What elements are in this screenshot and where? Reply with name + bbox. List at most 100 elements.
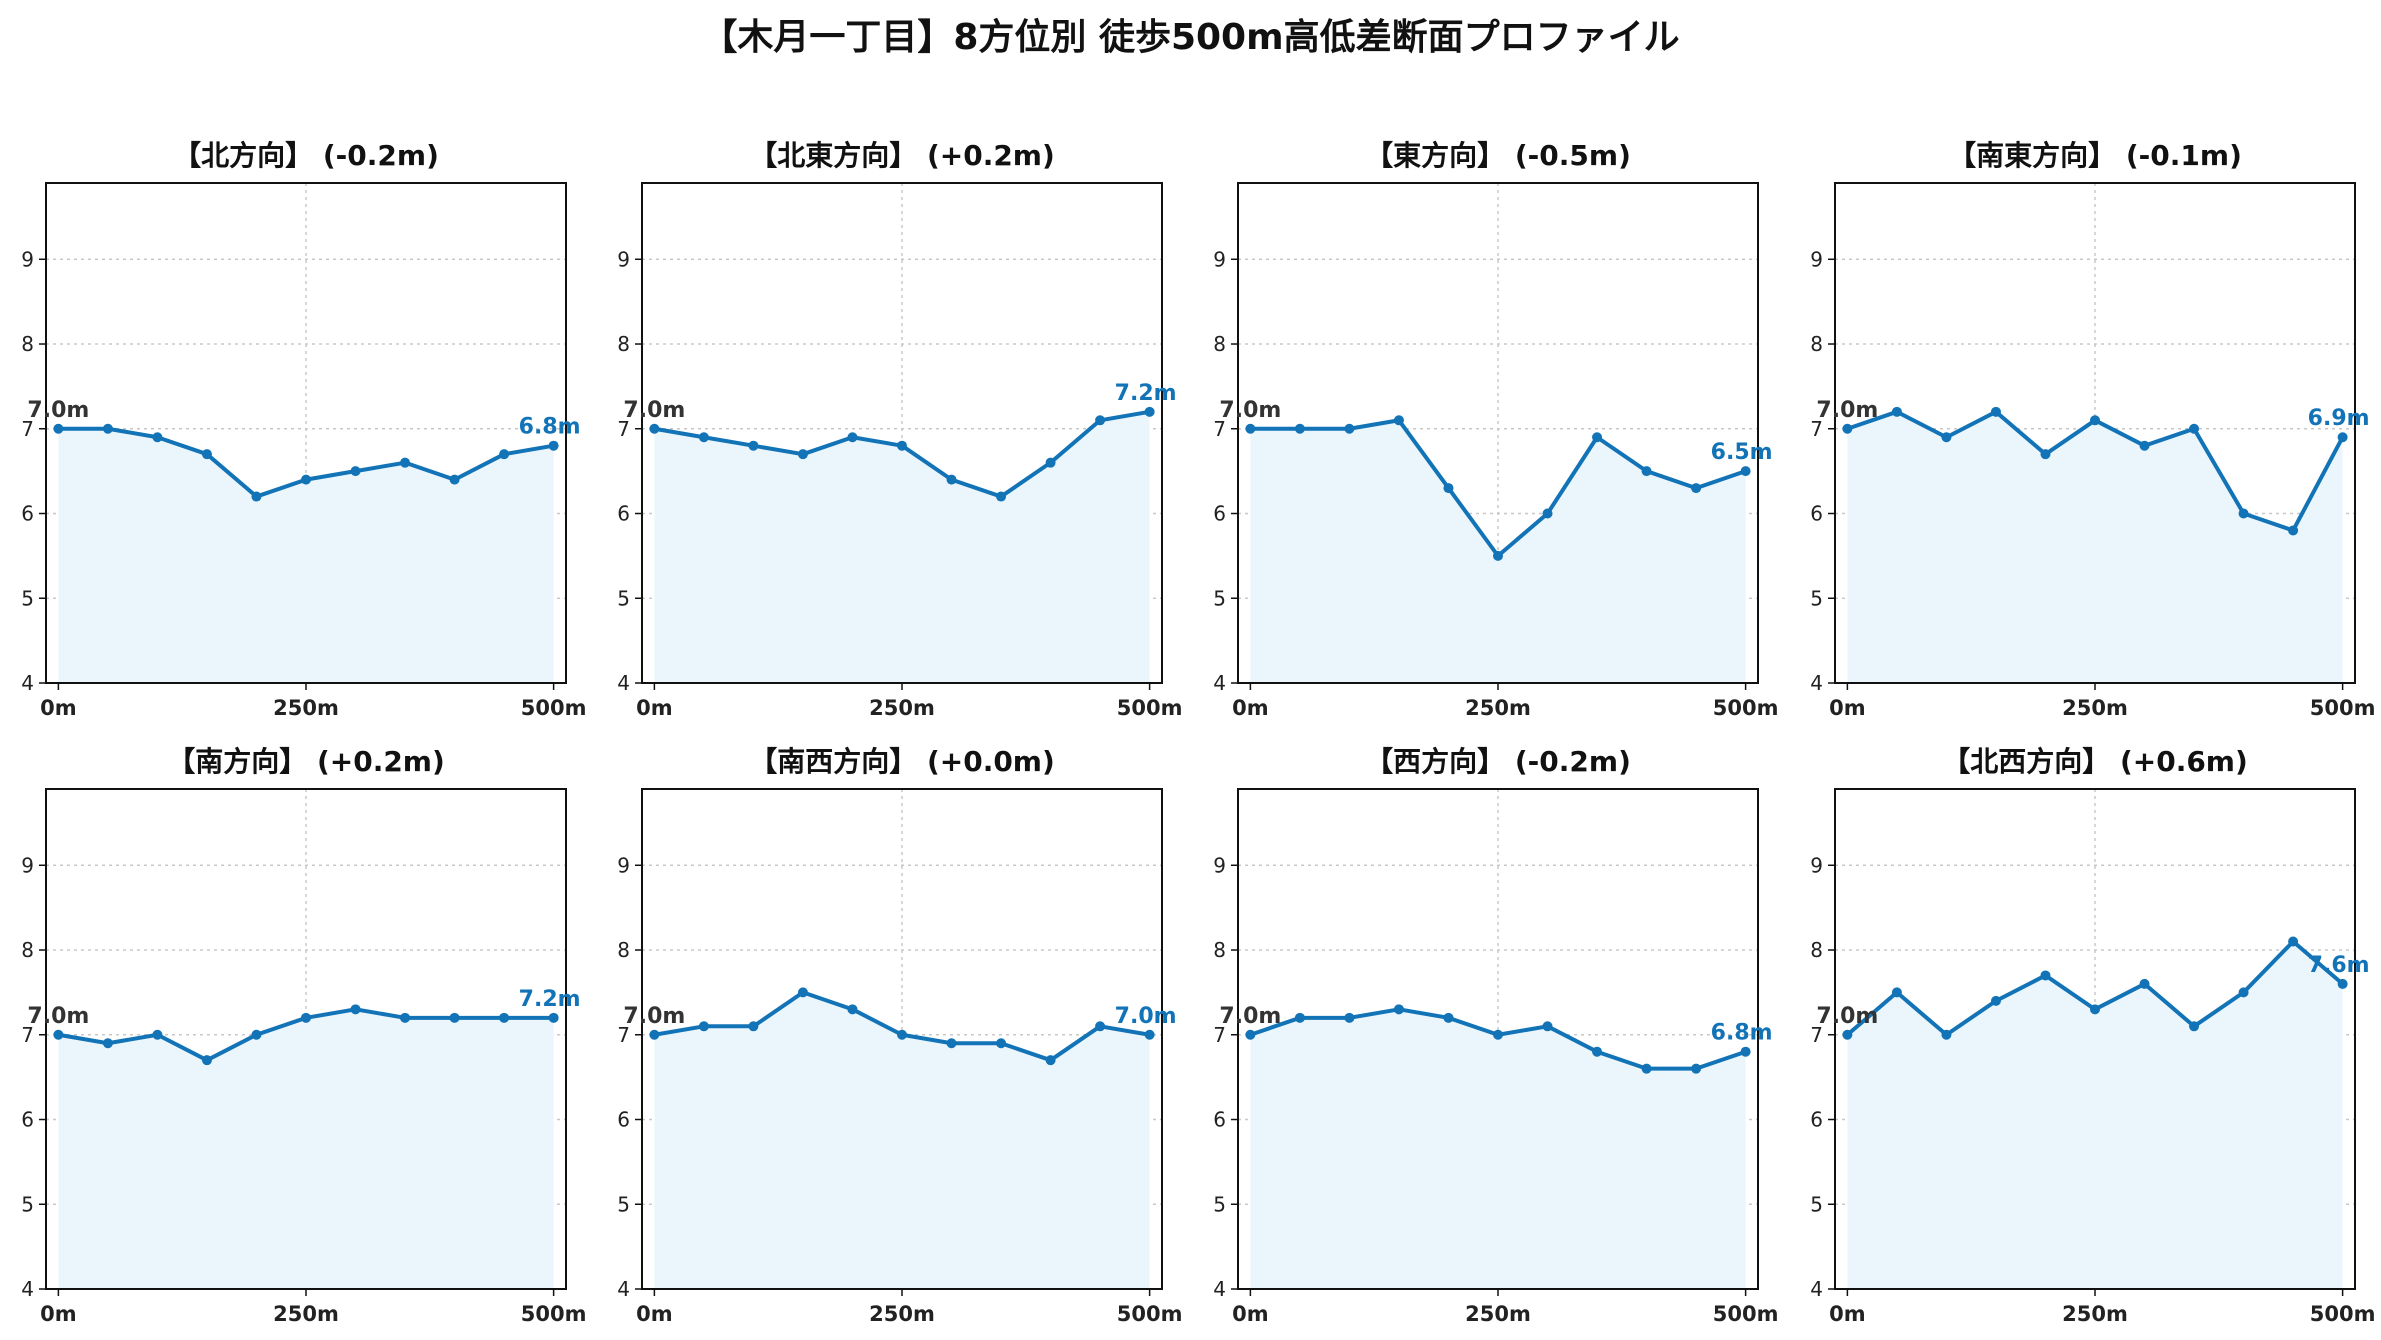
start-elevation-label: 7.0m: [1219, 398, 1281, 423]
profile-chart-8: 【北西方向】 (+0.6m) 4 5 6 7 8 9 0m 250m 500m 7.0m 7.6m: [1810, 745, 2375, 1326]
y-tick-label: 9: [617, 247, 630, 271]
x-tick-label: 0m: [1232, 696, 1269, 720]
elevation-point: [1245, 1029, 1256, 1040]
end-elevation-label: 7.2m: [519, 987, 581, 1012]
x-tick-label: 250m: [2062, 696, 2128, 720]
elevation-point: [251, 491, 262, 502]
panel-title: 【南東方向】 (-0.1m): [1948, 139, 2242, 172]
elevation-point: [2337, 432, 2348, 443]
panel-title: 【北方向】 (-0.2m): [173, 139, 439, 172]
elevation-point: [548, 1012, 559, 1023]
elevation-point: [499, 1012, 510, 1023]
x-tick-label: 0m: [1232, 1302, 1269, 1326]
panel-title: 【南西方向】 (+0.0m): [749, 745, 1055, 778]
y-tick-label: 5: [617, 586, 630, 610]
x-tick-label: 250m: [273, 1302, 339, 1326]
y-tick-label: 6: [1810, 1108, 1823, 1132]
elevation-area: [1847, 941, 2343, 1289]
elevation-point: [1990, 406, 2001, 417]
elevation-point: [1691, 1063, 1702, 1074]
x-tick-label: 0m: [1829, 1302, 1866, 1326]
y-tick-label: 9: [21, 853, 34, 877]
end-elevation-label: 6.9m: [2308, 406, 2370, 431]
profile-chart-3: 【東方向】 (-0.5m) 4 5 6 7 8 9 0m 250m 500m 7.0m 6.5m: [1213, 139, 1778, 720]
panel-title: 【南方向】 (+0.2m): [167, 745, 445, 778]
elevation-area: [654, 411, 1150, 683]
elevation-point: [1740, 1046, 1751, 1057]
elevation-point: [1990, 995, 2001, 1006]
elevation-point: [797, 449, 808, 460]
elevation-point: [301, 474, 311, 485]
y-tick-label: 4: [1810, 671, 1823, 695]
elevation-point: [53, 1029, 64, 1040]
elevation-point: [946, 1038, 957, 1049]
elevation-point: [2238, 987, 2249, 998]
y-tick-label: 7: [21, 1023, 34, 1047]
y-tick-label: 5: [21, 586, 34, 610]
elevation-point: [2139, 978, 2150, 989]
elevation-point: [996, 1038, 1007, 1049]
elevation-point: [1842, 1029, 1853, 1040]
elevation-point: [1393, 415, 1404, 426]
start-elevation-label: 7.0m: [1816, 1004, 1878, 1029]
elevation-point: [1891, 987, 1902, 998]
end-elevation-label: 6.8m: [1711, 1021, 1773, 1046]
y-tick-label: 7: [617, 417, 630, 441]
y-tick-label: 9: [1810, 853, 1823, 877]
profile-chart-1: 【北方向】 (-0.2m) 4 5 6 7 8 9 0m 250m 500m 7.0m 6.8m: [21, 139, 586, 720]
elevation-point: [1095, 1021, 1106, 1032]
profile-chart-4: 【南東方向】 (-0.1m) 4 5 6 7 8 9 0m 250m 500m 7.0m 6.9m: [1810, 139, 2375, 720]
y-tick-label: 9: [21, 247, 34, 271]
y-tick-label: 8: [617, 938, 630, 962]
elevation-point: [201, 449, 212, 460]
x-tick-label: 250m: [1465, 1302, 1531, 1326]
elevation-point: [400, 457, 411, 468]
y-tick-label: 4: [617, 1277, 630, 1301]
y-tick-label: 6: [21, 502, 34, 526]
y-tick-label: 7: [1810, 417, 1823, 441]
elevation-point: [1740, 466, 1751, 477]
y-tick-label: 8: [1810, 938, 1823, 962]
y-tick-label: 6: [617, 502, 630, 526]
elevation-point: [748, 440, 759, 451]
x-tick-label: 500m: [521, 696, 587, 720]
start-elevation-label: 7.0m: [623, 1004, 685, 1029]
start-elevation-label: 7.0m: [1219, 1004, 1281, 1029]
elevation-point: [1144, 1029, 1155, 1040]
x-tick-label: 250m: [869, 696, 935, 720]
panel-title: 【北西方向】 (+0.6m): [1942, 745, 2248, 778]
x-tick-label: 0m: [636, 1302, 673, 1326]
elevation-point: [102, 423, 113, 434]
elevation-point: [2288, 525, 2299, 536]
elevation-point: [1941, 432, 1952, 443]
elevation-area: [654, 992, 1150, 1289]
elevation-point: [1842, 423, 1853, 434]
y-tick-label: 8: [617, 332, 630, 356]
elevation-point: [897, 1029, 907, 1040]
y-tick-label: 5: [1810, 586, 1823, 610]
elevation-point: [152, 1029, 163, 1040]
elevation-point: [2189, 423, 2200, 434]
elevation-point: [698, 1021, 709, 1032]
elevation-point: [2337, 978, 2348, 989]
y-tick-label: 5: [617, 1192, 630, 1216]
x-tick-label: 250m: [869, 1302, 935, 1326]
panel-title: 【東方向】 (-0.5m): [1365, 139, 1631, 172]
panel-title: 【北東方向】 (+0.2m): [749, 139, 1055, 172]
elevation-point: [301, 1012, 311, 1023]
elevation-point: [548, 440, 559, 451]
elevation-point: [102, 1038, 113, 1049]
end-elevation-label: 6.5m: [1711, 440, 1773, 465]
elevation-point: [201, 1055, 212, 1066]
start-elevation-label: 7.0m: [27, 398, 89, 423]
elevation-point: [1592, 432, 1603, 443]
y-tick-label: 7: [1213, 1023, 1226, 1047]
elevation-point: [1443, 483, 1454, 494]
elevation-area: [1250, 1009, 1746, 1289]
elevation-point: [748, 1021, 759, 1032]
profile-chart-2: 【北東方向】 (+0.2m) 4 5 6 7 8 9 0m 250m 500m 7.0m 7.2m: [617, 139, 1182, 720]
elevation-point: [1045, 1055, 1056, 1066]
elevation-point: [1891, 406, 1902, 417]
page-title: 【木月一丁目】8方位別 徒歩500m高低差断面プロファイル: [701, 17, 1680, 58]
elevation-point: [1493, 1029, 1503, 1040]
